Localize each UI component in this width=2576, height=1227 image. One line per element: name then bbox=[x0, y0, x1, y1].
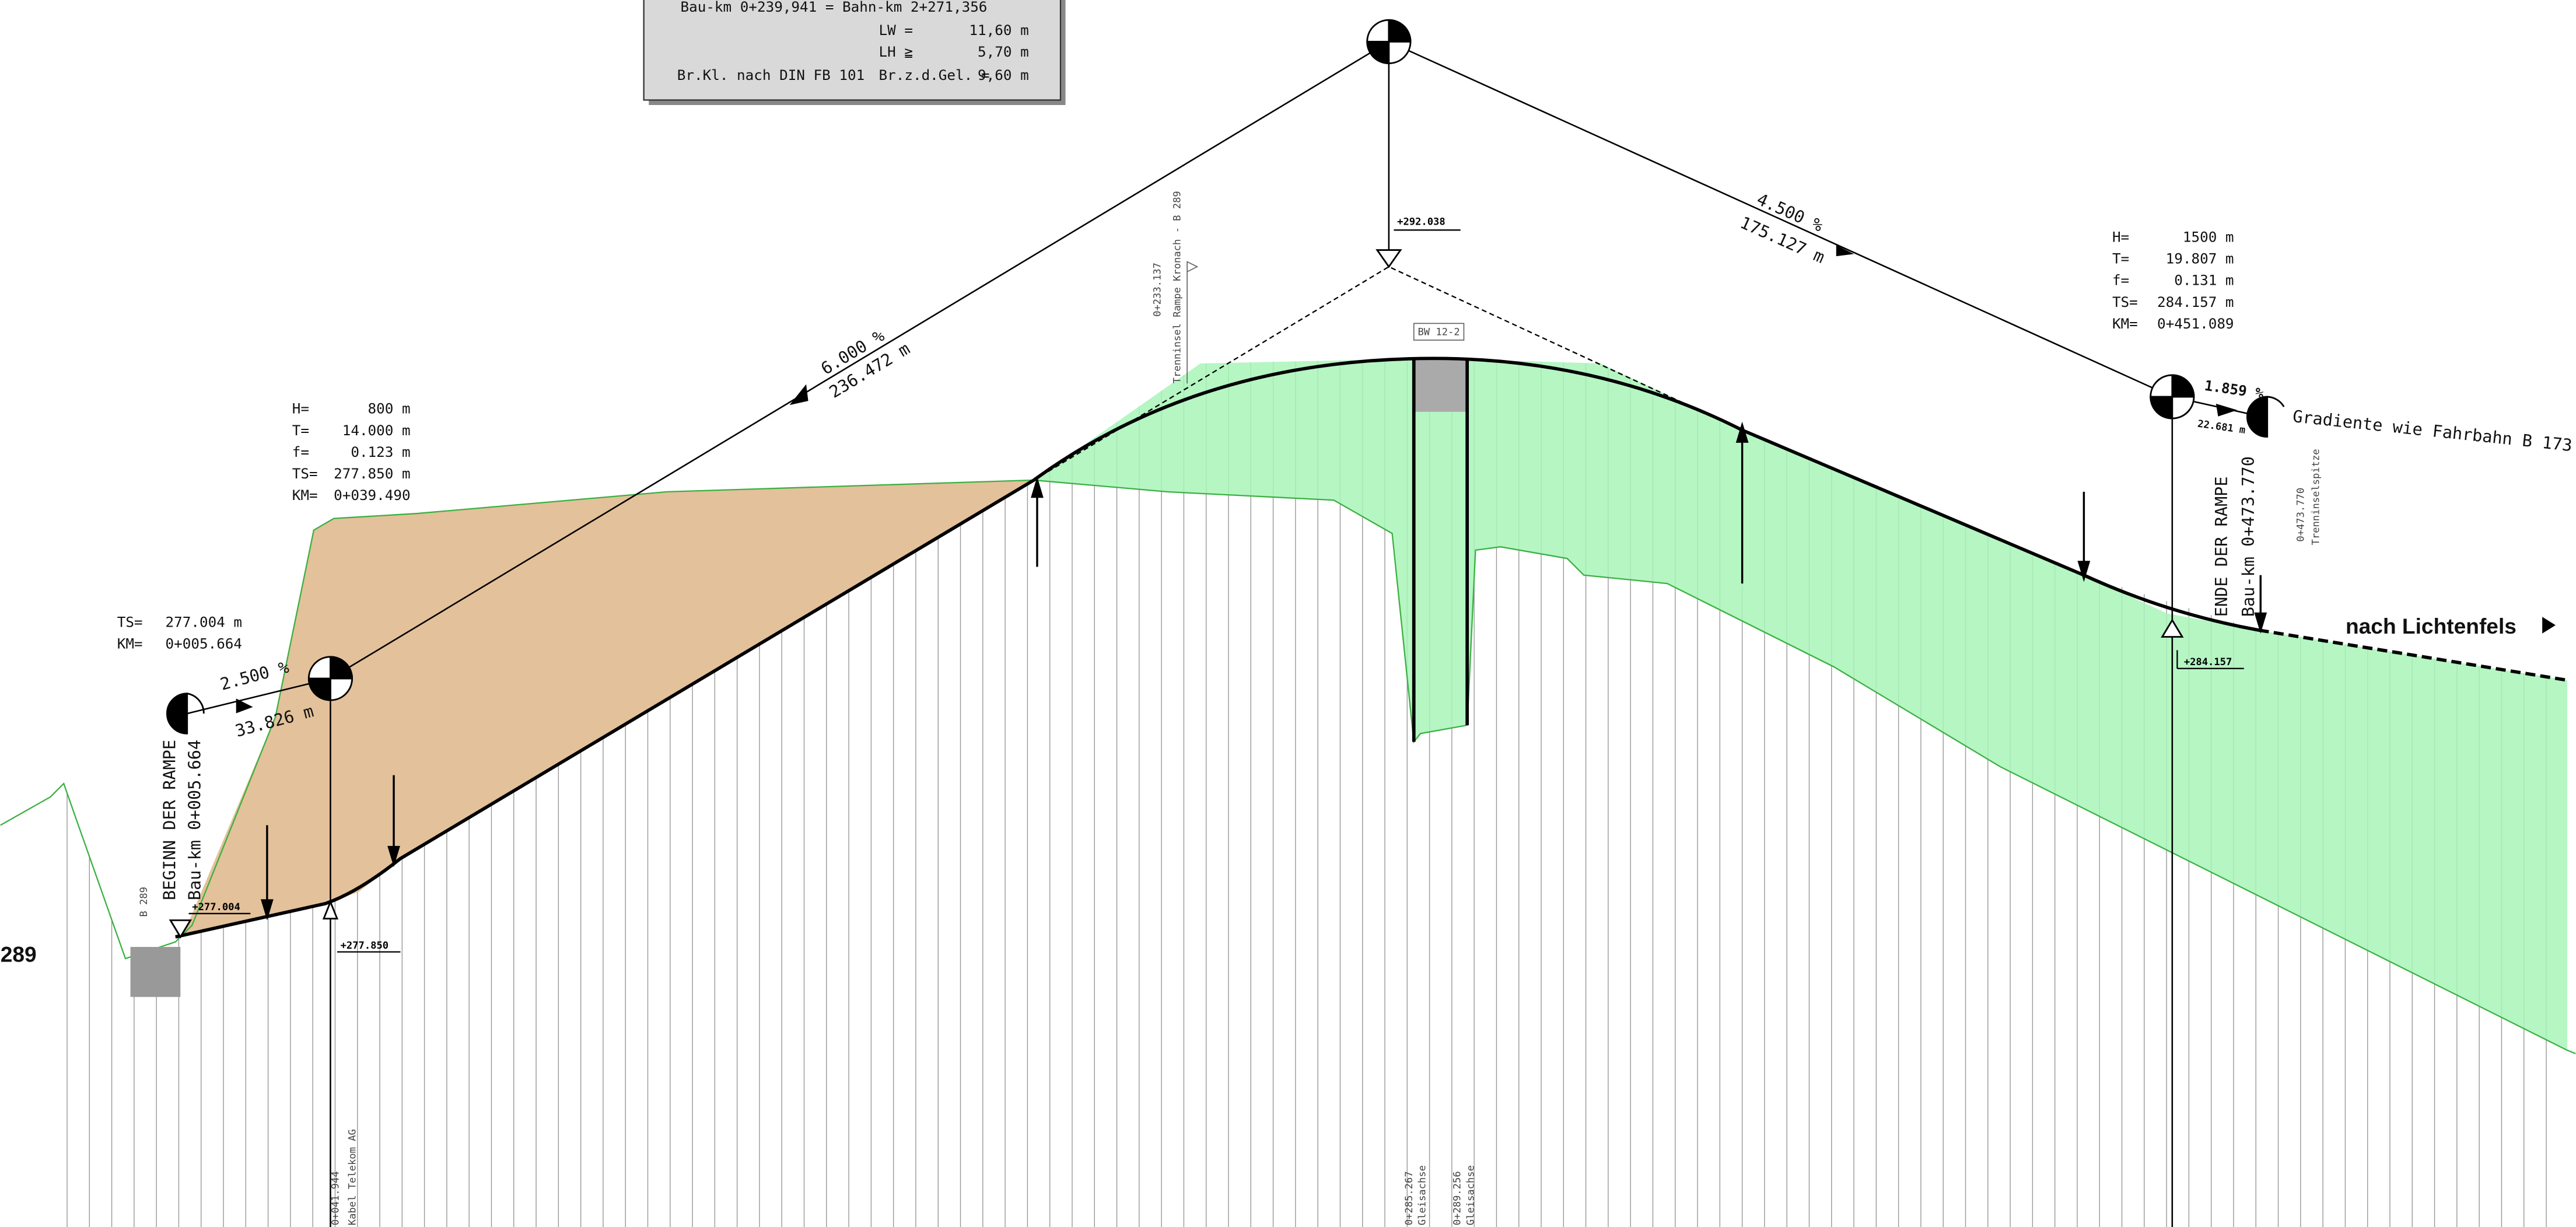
param-value: 19.807 m bbox=[2166, 250, 2234, 267]
cut-area bbox=[184, 480, 1034, 934]
note-km: 0+233.137 bbox=[1152, 263, 1163, 317]
param-value: 14.000 m bbox=[342, 422, 411, 439]
ramp-start: BEGINN DER RAMPE bbox=[160, 740, 180, 900]
param-label: KM= bbox=[292, 487, 318, 504]
note: Trenninsel Rampe Kronach - B 289 bbox=[1172, 191, 1184, 383]
param-value: 0.123 m bbox=[351, 443, 410, 460]
param-value: 277.004 m bbox=[166, 613, 242, 630]
grade: 2.500 % bbox=[218, 657, 291, 694]
note: Trenninselspitze bbox=[2310, 449, 2322, 545]
ramp-start-km: Bau-km 0+005.664 bbox=[185, 740, 205, 900]
param-value: 277.850 m bbox=[334, 465, 410, 482]
info-label: Br.z.d.Gel. = bbox=[879, 67, 990, 83]
note: Kabel Telekom AG bbox=[346, 1129, 358, 1225]
curve-parameters: H= 800 m T= 14.000 m f= 0.123 m TS= 277.850 m KM… bbox=[117, 228, 2234, 652]
info-label: Br.Kl. nach DIN FB 101 bbox=[677, 67, 864, 83]
note-km: 0+285.267 bbox=[1404, 1171, 1415, 1225]
param-label: H= bbox=[2112, 228, 2129, 245]
note-flag bbox=[1186, 261, 1199, 384]
direction-arrow bbox=[2542, 617, 2556, 634]
ramp-end-km: Bau-km 0+473.770 bbox=[2238, 456, 2258, 617]
param-label: f= bbox=[292, 443, 309, 460]
vertex-dashes bbox=[1033, 265, 1743, 481]
param-value: 1500 m bbox=[2183, 228, 2234, 245]
param-label: f= bbox=[2112, 272, 2129, 289]
elevation: +284.157 bbox=[2184, 656, 2232, 668]
gradient-note: Gradiente wie Fahrbahn B 173 bbox=[2292, 406, 2573, 455]
param-value: 0.131 m bbox=[2174, 272, 2234, 289]
info-value: 9,60 m bbox=[978, 67, 1029, 83]
param-value: 800 m bbox=[368, 400, 411, 417]
param-value: 0+039.490 bbox=[334, 487, 410, 504]
info-value: 11,60 m bbox=[969, 22, 1028, 39]
param-label: TS= bbox=[117, 613, 143, 630]
structure-label: BW 12-2 bbox=[1418, 326, 1460, 338]
note: Gleisachse bbox=[1465, 1165, 1477, 1225]
vertex-markers bbox=[166, 19, 2285, 939]
info-box: Bau-km 0+239,941 = Bahn-km 2+271,356 LW … bbox=[643, 0, 1066, 106]
param-label: KM= bbox=[2112, 315, 2138, 332]
grade-length: 22.681 m bbox=[2197, 418, 2246, 436]
existing-road bbox=[130, 946, 181, 997]
arrows bbox=[236, 245, 2267, 921]
grade: 1.859 % bbox=[2203, 377, 2265, 402]
param-value: 0+451.089 bbox=[2157, 315, 2234, 332]
note-km: 0+473.770 bbox=[2295, 488, 2307, 542]
fill-area bbox=[1034, 358, 2568, 1051]
elevation: +277.850 bbox=[341, 940, 388, 952]
elevation: +277.004 bbox=[192, 901, 240, 913]
structure-tag bbox=[1413, 323, 1465, 341]
elevation-leaders bbox=[188, 229, 2244, 953]
elevation: +292.038 bbox=[1397, 216, 1445, 228]
note-km: 0+289.256 bbox=[1452, 1171, 1464, 1225]
info-value: 5,70 m bbox=[978, 43, 1029, 60]
param-label: KM= bbox=[117, 635, 143, 652]
bridge bbox=[1413, 358, 1468, 412]
param-label: TS= bbox=[292, 465, 318, 482]
info-label: LW = bbox=[879, 22, 913, 39]
note-km: 0+041.944 bbox=[330, 1171, 342, 1225]
direction: nach Lichtenfels bbox=[2346, 614, 2516, 638]
ground-line bbox=[0, 479, 2576, 1054]
param-value: 284.157 m bbox=[2157, 293, 2234, 310]
info-label: LH ≧ bbox=[879, 43, 913, 60]
note: Gleisachse bbox=[1417, 1165, 1429, 1225]
ramp-end: ENDE DER RAMPE bbox=[2211, 476, 2231, 617]
param-label: T= bbox=[292, 422, 309, 439]
road-number: 289 bbox=[1, 942, 37, 967]
param-label: TS= bbox=[2112, 293, 2138, 310]
param-label: H= bbox=[292, 400, 309, 417]
param-value: 0+005.664 bbox=[166, 635, 242, 652]
gradient-line bbox=[175, 356, 2259, 939]
gradient-continuation bbox=[2258, 628, 2568, 682]
info-line: Bau-km 0+239,941 = Bahn-km 2+271,356 bbox=[681, 0, 988, 15]
param-label: T= bbox=[2112, 250, 2129, 267]
note: B 289 bbox=[138, 887, 150, 917]
